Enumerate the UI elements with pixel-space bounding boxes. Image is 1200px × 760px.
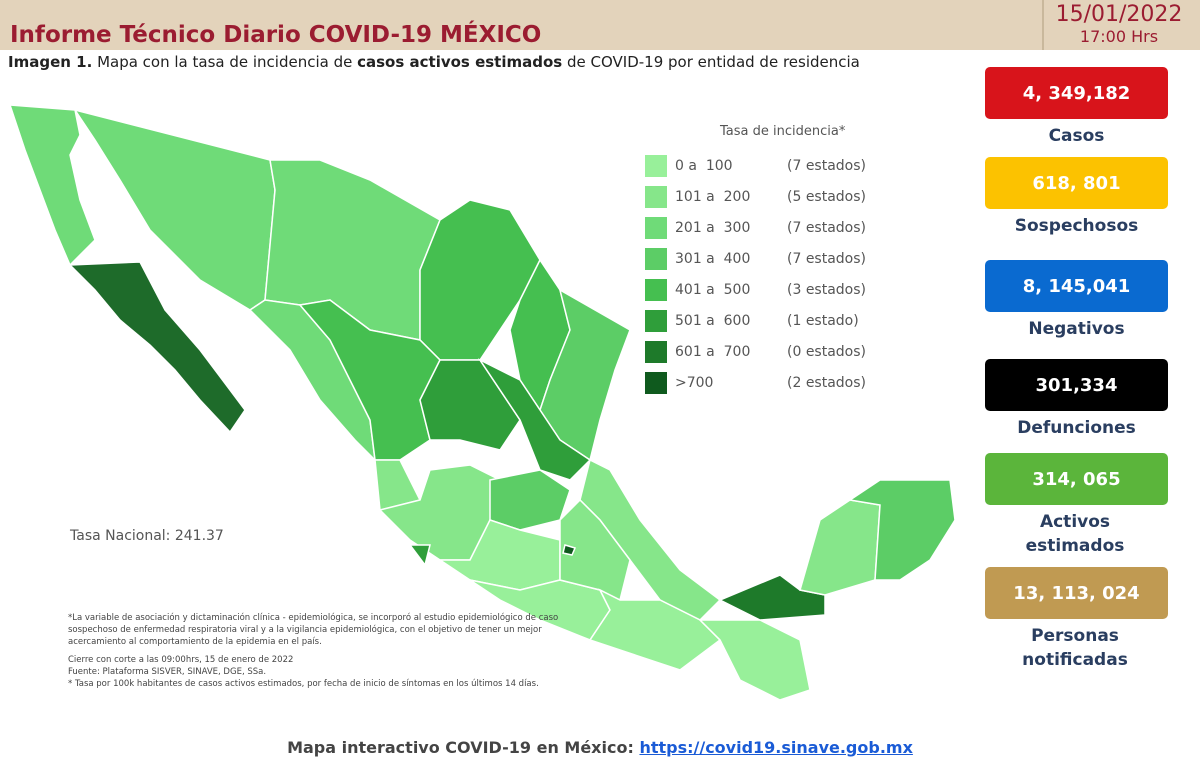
legend-swatch <box>645 248 667 270</box>
state <box>408 544 431 567</box>
legend-range: 501 a 600 <box>675 313 751 329</box>
state <box>68 261 246 434</box>
stat-label: Casos <box>1048 126 1105 146</box>
note: *La variable de asociación y dictaminaci… <box>68 613 559 647</box>
caption-text: Mapa con la tasa de incidencia de <box>97 53 358 71</box>
legend-range: 301 a 400 <box>675 251 751 267</box>
header-band <box>0 0 1200 50</box>
state <box>588 588 722 671</box>
legend-count: (1 estado) <box>787 313 859 329</box>
header-date: 15/01/2022 <box>1055 2 1183 27</box>
state <box>698 619 811 701</box>
state <box>8 104 96 267</box>
legend-count: (0 estados) <box>787 344 867 360</box>
stat-label: Sospechosos <box>1014 216 1139 236</box>
map <box>8 104 956 701</box>
header-time: 17:00 Hrs <box>1079 27 1159 46</box>
national-rate: Tasa Nacional: 241.37 <box>70 528 224 544</box>
legend-swatch <box>645 155 667 177</box>
header-title: Informe Técnico Diario COVID-19 MÉXICO <box>10 22 542 48</box>
caption-text: de COVID-19 por entidad de residencia <box>562 53 860 71</box>
notes: *La variable de asociación y dictaminaci… <box>68 612 588 690</box>
state <box>559 498 631 602</box>
legend-range: 101 a 200 <box>675 189 751 205</box>
state <box>848 479 956 581</box>
stat-label: Activos estimados <box>1025 512 1125 556</box>
caption: Imagen 1. Mapa con la tasa de incidencia… <box>8 53 860 71</box>
legend-range: 401 a 500 <box>675 282 751 298</box>
legend-swatch <box>645 186 667 208</box>
stat-value: 301,334 <box>985 359 1168 411</box>
state <box>718 574 826 621</box>
footer: Mapa interactivo COVID-19 en México: htt… <box>0 738 1200 757</box>
legend-count: (3 estados) <box>787 282 867 298</box>
stat-label: Personas notificadas <box>1022 626 1128 670</box>
legend-count: (2 estados) <box>787 375 867 391</box>
stat-label: Negativos <box>1028 319 1125 339</box>
legend-range: 601 a 700 <box>675 344 751 360</box>
note: Cierre con corte a las 09:00hrs, 15 de e… <box>68 655 294 665</box>
stat-value: 13, 113, 024 <box>985 567 1168 619</box>
legend-count: (5 estados) <box>787 189 867 205</box>
legend-title: Tasa de incidencia* <box>720 124 846 139</box>
footer-link[interactable]: https://covid19.sinave.gob.mx <box>639 738 913 757</box>
legend-swatch <box>645 279 667 301</box>
stat-value: 8, 145,041 <box>985 260 1168 312</box>
legend-swatch <box>645 310 667 332</box>
note: Fuente: Plataforma SISVER, SINAVE, DGE, … <box>68 667 267 677</box>
state <box>489 469 571 531</box>
legend-swatch <box>645 341 667 363</box>
legend-range: 0 a 100 <box>675 158 733 174</box>
stat-value: 618, 801 <box>985 157 1168 209</box>
legend-range: >700 <box>675 375 714 391</box>
legend-count: (7 estados) <box>787 251 867 267</box>
stat-value: 4, 349,182 <box>985 67 1168 119</box>
stat-label: Defunciones <box>1017 418 1136 438</box>
legend-swatch <box>645 372 667 394</box>
stat-value: 314, 065 <box>985 453 1168 505</box>
legend-swatch <box>645 217 667 239</box>
caption-bold: casos activos estimados <box>357 53 563 71</box>
legend-count: (7 estados) <box>787 158 867 174</box>
date-box: 15/01/2022 17:00 Hrs <box>1042 0 1194 50</box>
state <box>419 199 541 361</box>
caption-label: Imagen 1. <box>8 53 93 71</box>
note: * Tasa por 100k habitantes de casos acti… <box>68 679 539 689</box>
legend-range: 201 a 300 <box>675 220 751 236</box>
footer-text: Mapa interactivo COVID-19 en México: <box>287 738 634 757</box>
state <box>562 544 577 556</box>
state <box>799 499 881 596</box>
legend-count: (7 estados) <box>787 220 867 236</box>
